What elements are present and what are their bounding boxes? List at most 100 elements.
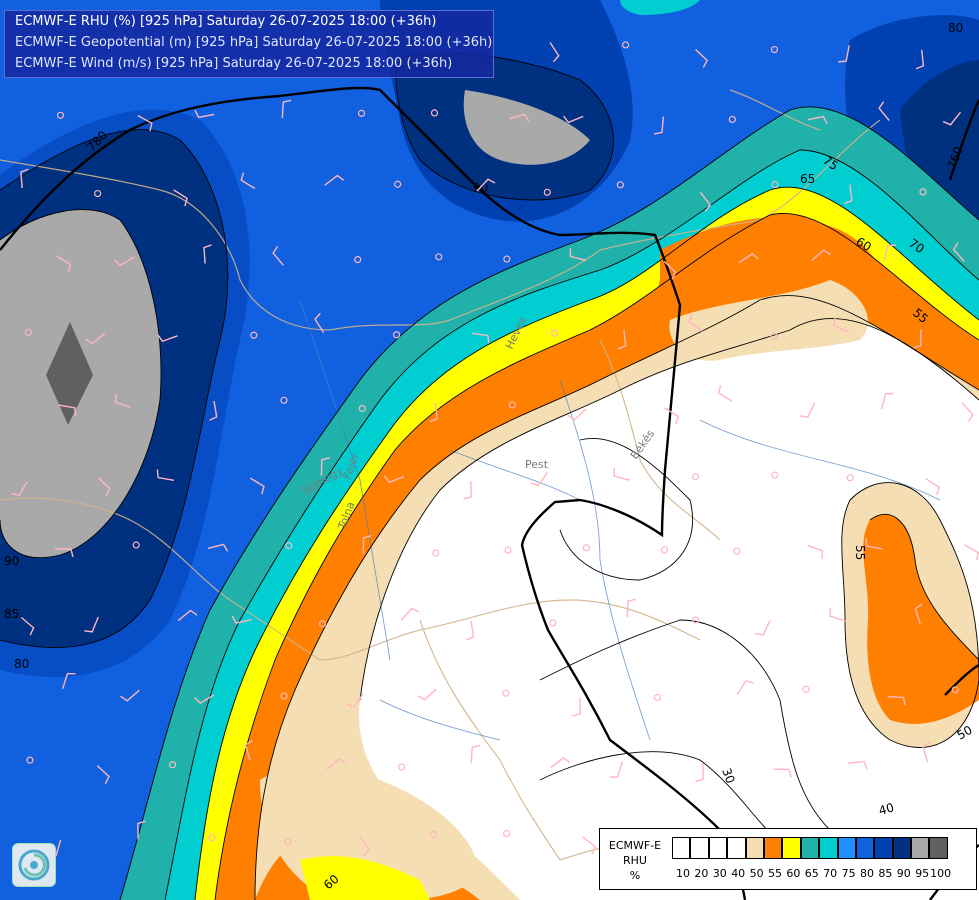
rhu-contours [0,52,979,900]
legend-tick-label: 10 [676,867,690,880]
ecmwf-logo-icon [12,843,56,887]
calm-marker [951,686,959,694]
wind-barb [925,478,941,496]
legend-tick-label: 50 [749,867,764,880]
legend-labels: 10 20 30 40 50 55 60 65 70 75 80 85 90 95 100 [676,867,979,881]
calm-marker [550,329,559,337]
label-80-top: 80 [948,21,963,35]
legend-title-model: ECMWF-E [608,839,662,852]
wind-barb [880,392,894,410]
calm-marker [24,328,32,337]
calm-marker [358,404,366,413]
wind-barb [96,765,110,784]
wind-barb [314,312,325,334]
wind-barb [695,48,708,68]
legend-title-unit: % [629,869,641,882]
wind-barb [887,695,906,706]
calm-marker [94,189,102,198]
label-85-left: 85 [4,607,19,621]
wind-barb [773,768,792,778]
wind-barb [550,756,571,769]
calm-marker [770,332,778,340]
legend-swatch [690,837,709,859]
calm-marker [285,542,293,550]
wind-barb [362,535,372,554]
wind-barb [699,191,712,212]
calm-marker [394,180,402,188]
calm-marker [250,331,258,339]
wind-barb [915,49,925,70]
wind-barb [626,598,636,618]
calm-marker [26,756,34,764]
legend-swatch [911,837,930,859]
calm-marker [622,41,630,49]
calm-marker [168,761,177,769]
wind-barb [114,256,135,267]
legend-swatch [782,837,801,859]
wind-barb [400,607,420,621]
wind-barb [417,688,437,701]
wind-barb [470,744,481,764]
title-line-wind: ECMWF-E Wind (m/s) [925 hPa] Saturday 26… [15,56,453,71]
legend-tick-label: 20 [694,867,709,880]
legend-swatch [800,837,820,859]
wind-barb [383,475,405,484]
wind-barb [249,477,265,495]
calm-marker [208,834,216,842]
wind-barb [20,616,35,636]
wind-barb [952,242,965,262]
rhu-band-95-top [463,90,590,165]
calm-marker [132,541,140,549]
calm-marker [357,109,366,117]
wind-barb [20,168,29,188]
legend-swatch [708,837,728,859]
legend-swatch [745,837,764,859]
calm-marker [435,253,443,261]
wind-barb [738,252,759,264]
wind-barb [173,189,188,207]
legend-title-var: RHU [623,854,647,867]
wind-barb [244,740,253,761]
title-box: ECMWF-E RHU (%) [925 hPa] Saturday 26-07… [4,10,494,78]
wind-barb [56,255,72,273]
rhu-band-100 [46,322,93,425]
calm-marker [771,180,779,189]
wind-barb [617,329,627,350]
label-65: 65 [800,172,815,186]
calm-marker [56,111,65,119]
legend-tick-label: 65 [804,867,819,880]
wind-barb [572,697,581,717]
calm-marker [508,401,516,409]
label-40: 40 [877,800,895,817]
wind-barb [695,763,704,783]
calm-marker [660,546,669,554]
wind-barb [120,689,140,702]
wind-barb [799,402,816,418]
wind-barb [326,757,346,771]
wind-barb [137,114,153,132]
calm-marker [771,471,779,479]
calm-marker [318,620,327,628]
legend-tick-label: 60 [786,867,801,880]
calm-marker [503,255,511,263]
calm-marker [543,188,551,196]
calm-marker [504,546,512,554]
wind-barb [429,402,438,423]
calm-marker [802,685,810,693]
wind-calm-markers [24,41,959,846]
calm-marker [728,115,736,124]
legend-tick-label: 100 [930,867,952,880]
place-pest: Pest [525,458,549,471]
label-55-b: 55 [853,545,867,560]
label-80-left: 80 [14,657,29,671]
title-line-rhu: ECMWF-E RHU (%) [925 hPa] Saturday 26-07… [15,14,437,29]
wind-barb [156,469,175,481]
calm-marker [733,547,741,555]
wind-barb [508,113,530,122]
calm-marker [398,763,406,771]
label-60: 60 [854,234,874,254]
wind-barb [231,615,252,624]
wind-barb [562,115,584,124]
wind-barb [865,538,883,550]
